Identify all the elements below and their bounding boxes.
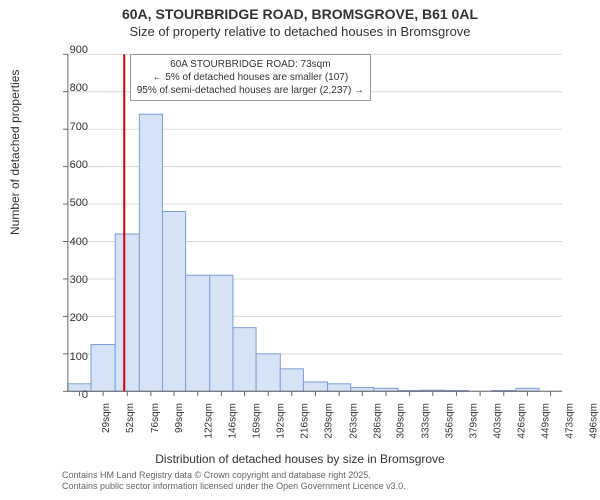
x-tick-label: 99sqm	[174, 403, 185, 433]
y-tick-label: 500	[48, 197, 88, 209]
footer-line1: Contains HM Land Registry data © Crown c…	[62, 470, 406, 481]
annotation-line3: 95% of semi-detached houses are larger (…	[137, 84, 364, 97]
annotation-line1: 60A STOURBRIDGE ROAD: 73sqm	[137, 58, 364, 71]
x-tick-label: 309sqm	[396, 403, 407, 439]
y-tick-label: 100	[48, 351, 88, 363]
y-tick-label: 200	[48, 312, 88, 324]
footer-line2: Contains public sector information licen…	[62, 481, 406, 492]
x-tick-label: 52sqm	[125, 403, 136, 433]
x-axis-label: Distribution of detached houses by size …	[0, 452, 600, 466]
y-tick-label: 600	[48, 159, 88, 171]
x-tick-label: 403sqm	[492, 403, 503, 439]
x-tick-label: 169sqm	[252, 403, 263, 439]
x-tick-label: 76sqm	[150, 403, 161, 433]
x-tick-label: 122sqm	[203, 403, 214, 439]
title-block: 60A, STOURBRIDGE ROAD, BROMSGROVE, B61 0…	[0, 0, 600, 39]
x-tick-label: 496sqm	[589, 403, 600, 439]
x-tick-label: 473sqm	[565, 403, 576, 439]
y-tick-label: 300	[48, 274, 88, 286]
chart-container: 60A, STOURBRIDGE ROAD, BROMSGROVE, B61 0…	[0, 0, 600, 500]
annotation-box: 60A STOURBRIDGE ROAD: 73sqm ← 5% of deta…	[130, 54, 371, 101]
x-tick-label: 333sqm	[420, 403, 431, 439]
x-tick-label: 426sqm	[517, 403, 528, 439]
footer-attribution: Contains HM Land Registry data © Crown c…	[62, 470, 406, 492]
x-tick-label: 216sqm	[300, 403, 311, 439]
x-tick-label: 239sqm	[324, 403, 335, 439]
y-axis-label: Number of detached properties	[8, 70, 22, 235]
x-tick-label: 29sqm	[101, 403, 112, 433]
y-tick-label: 0	[48, 389, 88, 401]
title-address: 60A, STOURBRIDGE ROAD, BROMSGROVE, B61 0…	[0, 6, 600, 22]
y-tick-label: 800	[48, 82, 88, 94]
x-tick-label: 192sqm	[275, 403, 286, 439]
x-tick-label: 263sqm	[348, 403, 359, 439]
y-tick-label: 900	[48, 44, 88, 56]
x-tick-label: 356sqm	[444, 403, 455, 439]
x-tick-label: 449sqm	[541, 403, 552, 439]
x-tick-label: 379sqm	[468, 403, 479, 439]
y-tick-label: 400	[48, 236, 88, 248]
y-tick-label: 700	[48, 121, 88, 133]
x-tick-label: 146sqm	[228, 403, 239, 439]
x-tick-label: 286sqm	[372, 403, 383, 439]
chart-area: 60A STOURBRIDGE ROAD: 73sqm ← 5% of deta…	[62, 50, 568, 420]
histogram-plot	[62, 50, 568, 420]
title-subtitle: Size of property relative to detached ho…	[0, 24, 600, 39]
annotation-line2: ← 5% of detached houses are smaller (107…	[137, 71, 364, 84]
